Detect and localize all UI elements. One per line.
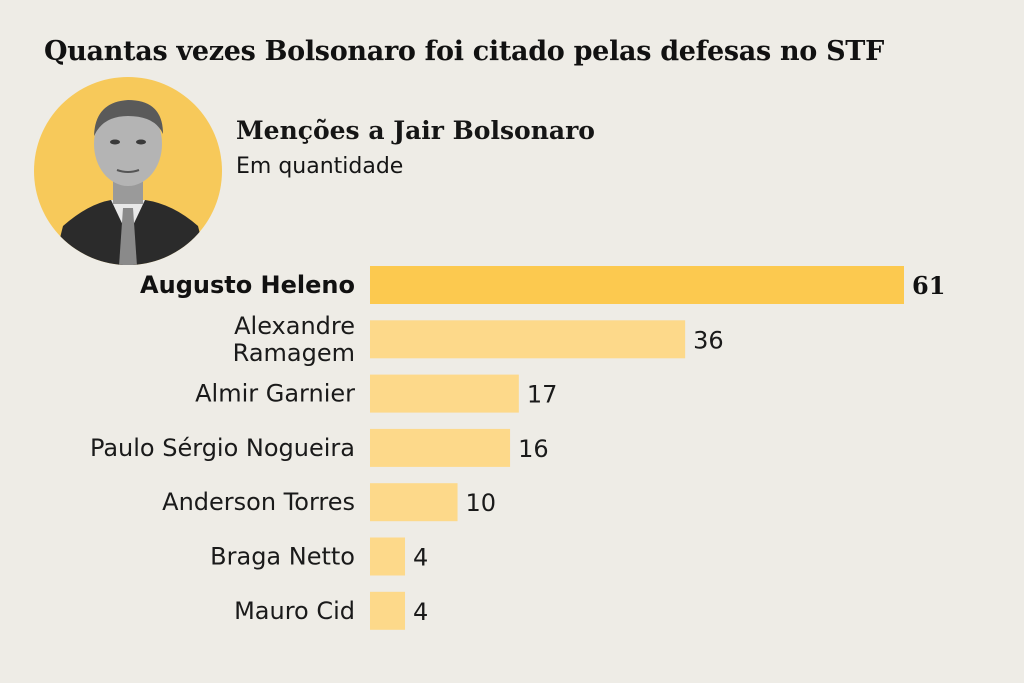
category-label: Paulo Sérgio Nogueira xyxy=(90,434,355,462)
bar-paulo-sérgio-nogueira xyxy=(370,428,511,467)
portrait-tie xyxy=(119,208,137,265)
value-label: 36 xyxy=(693,326,724,354)
category-label: Braga Netto xyxy=(210,543,355,571)
bar-mauro-cid xyxy=(370,591,406,630)
value-label: 4 xyxy=(413,544,428,572)
category-label: Anderson Torres xyxy=(162,488,355,516)
value-label: 4 xyxy=(413,598,428,626)
bar-chart: Augusto Heleno 61 Alexandre Ramagem 36 Almir … xyxy=(90,266,945,630)
category-label: Alexandre Ramagem xyxy=(233,312,355,367)
bar-augusto-heleno xyxy=(370,266,904,304)
value-label: 17 xyxy=(527,381,558,409)
category-label: Almir Garnier xyxy=(195,380,355,408)
chart-title: Quantas vezes Bolsonaro foi citado pelas… xyxy=(44,36,884,67)
bar-alexandre-ramagem xyxy=(370,320,686,359)
chart-unit: Em quantidade xyxy=(236,154,404,179)
category-label: Mauro Cid xyxy=(234,597,355,625)
bar-almir-garnier xyxy=(370,374,519,413)
portrait-face xyxy=(94,102,162,186)
value-label: 10 xyxy=(466,489,497,517)
bar-braga-netto xyxy=(370,537,406,576)
value-label: 16 xyxy=(518,435,549,463)
chart-subtitle: Menções a Jair Bolsonaro xyxy=(236,116,595,145)
category-label: Augusto Heleno xyxy=(140,271,355,299)
value-label: 61 xyxy=(912,271,945,300)
bolsonaro-portrait xyxy=(34,77,222,265)
portrait-hair xyxy=(94,100,163,136)
bar-anderson-torres xyxy=(370,483,458,522)
